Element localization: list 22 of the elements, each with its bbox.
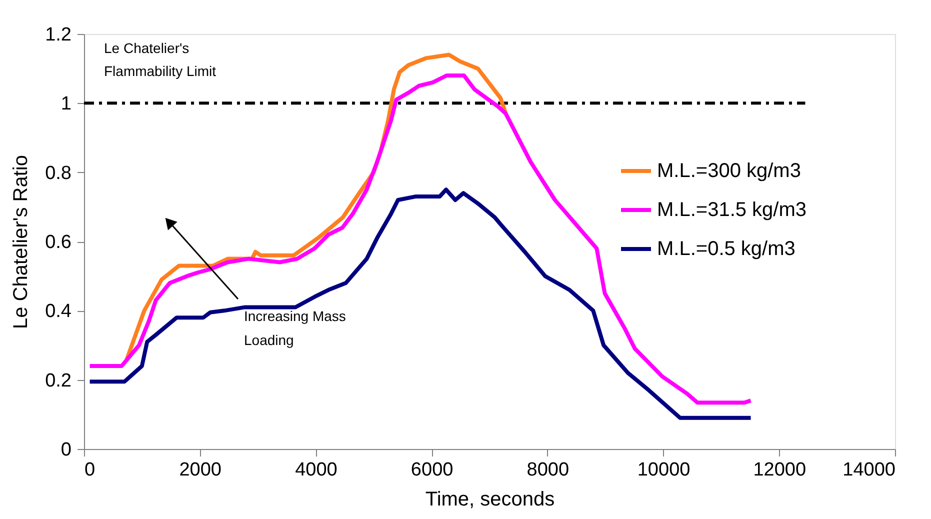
y-tick-label: 1 (60, 94, 72, 115)
legend-label: M.L.=300 kg/m3 (657, 160, 801, 182)
y-axis-title: Le Chatelier's Ratio (10, 155, 32, 329)
annotation: Increasing Mass Loading (244, 308, 346, 348)
y-tick-label: 0.4 (45, 301, 72, 322)
x-tick-label: 0 (84, 460, 96, 480)
y-tick-label: 0.6 (45, 232, 72, 253)
x-tick-label: 12000 (753, 460, 806, 480)
annotation: Le Chatelier's Flammability Limit (104, 40, 216, 79)
legend-label: M.L.=31.5 kg/m3 (657, 199, 807, 221)
x-tick-label: 4000 (295, 460, 338, 480)
x-tick-label: 2000 (179, 460, 222, 480)
legend-label: M.L.=0.5 kg/m3 (657, 238, 796, 260)
x-axis-title: Time, seconds (425, 488, 555, 510)
y-tick-label: 0.8 (45, 162, 72, 184)
x-tick-label: 8000 (526, 460, 570, 480)
x-tick-label: 6000 (410, 460, 454, 480)
y-tick-label: 0.2 (45, 370, 72, 392)
x-tick-label: 14000 (842, 460, 896, 480)
y-tick-label: 1.2 (45, 24, 72, 46)
x-tick-label: 10000 (637, 460, 690, 480)
y-tick-label: 0 (60, 440, 72, 460)
